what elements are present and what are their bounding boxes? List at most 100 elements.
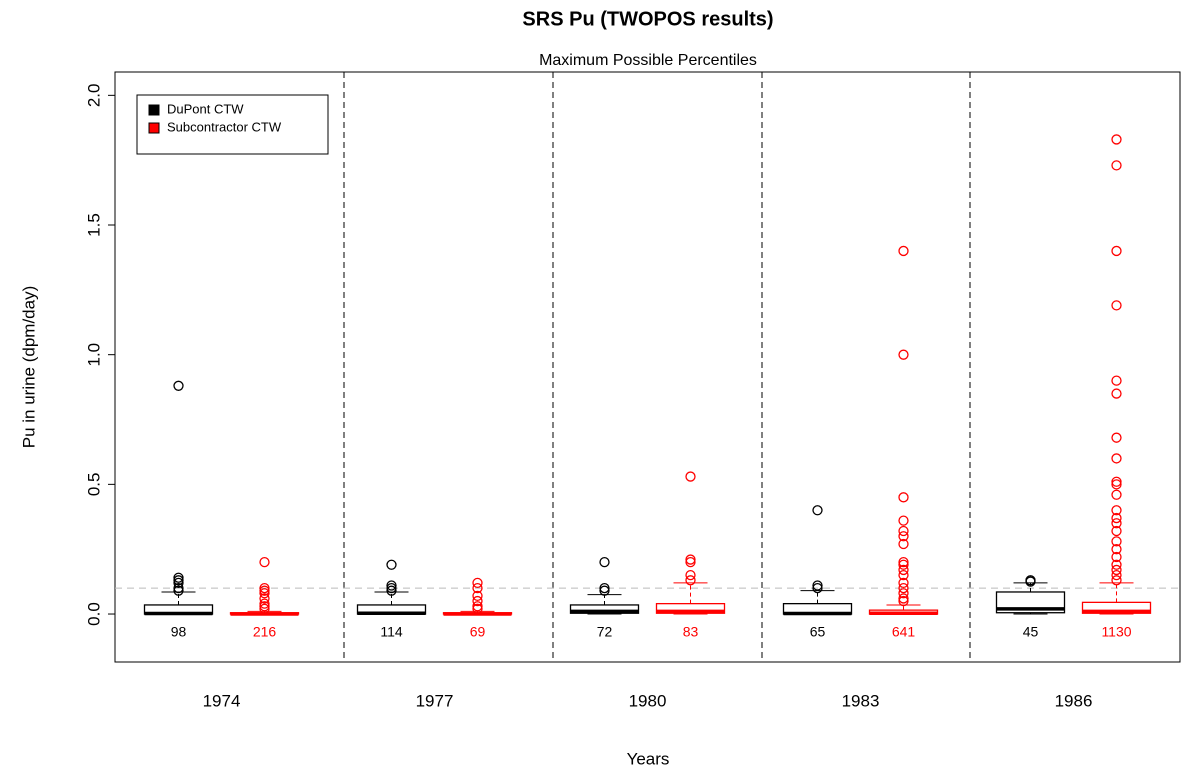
x-axis-title: Years	[627, 749, 670, 768]
chart-subtitle: Maximum Possible Percentiles	[539, 52, 757, 69]
outlier	[386, 559, 397, 570]
outlier	[173, 585, 184, 596]
outlier	[1111, 134, 1122, 145]
outlier	[472, 577, 483, 589]
outlier	[173, 582, 184, 594]
y-tick-label: 1.5	[84, 213, 103, 237]
outlier	[386, 585, 397, 596]
outlier	[812, 582, 823, 594]
outlier	[898, 349, 909, 360]
outlier	[1111, 432, 1122, 443]
count-label: 45	[1023, 624, 1039, 640]
group-dividers	[343, 72, 971, 662]
outlier	[1111, 575, 1122, 586]
outlier	[898, 515, 909, 526]
outlier	[685, 575, 696, 586]
count-label: 72	[597, 624, 613, 640]
x-tick-label: 1983	[842, 691, 880, 710]
outlier	[1111, 245, 1122, 257]
outlier	[1111, 559, 1122, 570]
outlier	[259, 557, 270, 568]
outlier	[173, 577, 184, 589]
y-tick-label: 0.5	[84, 473, 103, 497]
count-label: 216	[253, 624, 277, 640]
outlier	[1111, 551, 1122, 563]
outlier	[259, 585, 270, 596]
outlier	[472, 601, 483, 612]
legend-box	[136, 94, 329, 155]
outlier	[259, 603, 270, 614]
outlier	[1111, 388, 1122, 399]
outlier	[898, 577, 909, 589]
outlier	[1111, 569, 1122, 581]
outlier	[1111, 489, 1122, 500]
box	[995, 591, 1066, 614]
outlier	[898, 559, 909, 570]
outlier	[1111, 564, 1122, 576]
outlier	[1111, 544, 1122, 555]
y-tick-label: 2.0	[84, 84, 103, 108]
outlier	[898, 245, 909, 257]
outlier	[259, 588, 270, 599]
count-label: 98	[171, 624, 187, 640]
count-label: 114	[380, 624, 403, 640]
box	[1081, 601, 1152, 614]
box	[569, 604, 640, 614]
outlier	[1111, 536, 1122, 547]
outlier	[1111, 512, 1122, 524]
outlier	[1111, 479, 1122, 490]
outlier	[898, 595, 909, 607]
plot-frame	[114, 71, 1181, 663]
legend-label: DuPont CTW	[167, 101, 244, 116]
outlier	[173, 572, 184, 583]
outlier	[599, 585, 610, 596]
outlier	[1111, 505, 1122, 516]
outlier	[898, 525, 909, 537]
outlier	[685, 471, 696, 482]
x-tick-label: 1986	[1055, 691, 1093, 710]
y-tick-label: 1.0	[84, 343, 103, 367]
legend-swatch	[148, 122, 160, 134]
outlier	[173, 380, 184, 391]
y-tick-label: 0.0	[84, 602, 103, 626]
legend-label: Subcontractor CTW	[167, 119, 282, 134]
outlier	[1111, 375, 1122, 386]
outlier	[1111, 525, 1122, 537]
count-label: 83	[683, 624, 699, 640]
outlier	[898, 593, 909, 604]
x-tick-label: 1980	[629, 691, 667, 710]
outlier	[898, 557, 909, 568]
outlier	[259, 598, 270, 609]
outlier	[259, 582, 270, 594]
x-tick-label: 1977	[416, 691, 454, 710]
outlier	[259, 601, 270, 612]
outlier	[898, 582, 909, 594]
outlier	[685, 557, 696, 568]
outlier	[898, 569, 909, 581]
outlier	[685, 554, 696, 565]
outlier	[898, 588, 909, 599]
outlier	[472, 603, 483, 614]
outlier	[1111, 300, 1122, 311]
outlier	[1111, 160, 1122, 171]
outlier	[472, 590, 483, 602]
outlier	[898, 564, 909, 576]
outlier	[1111, 453, 1122, 464]
outlier	[1111, 476, 1122, 487]
outlier	[599, 582, 610, 594]
outlier	[259, 593, 270, 604]
x-tick-label: 1974	[203, 691, 241, 710]
outlier	[685, 569, 696, 581]
outlier	[173, 575, 184, 586]
count-label: 641	[892, 624, 916, 640]
outlier	[898, 531, 909, 542]
outlier	[386, 582, 397, 594]
box	[655, 602, 726, 614]
outlier	[812, 580, 823, 591]
y-axis-title: Pu in urine (dpm/day)	[19, 286, 38, 449]
count-label: 65	[810, 624, 826, 640]
outlier	[812, 505, 823, 516]
count-label: 69	[470, 624, 486, 640]
outlier	[599, 557, 610, 568]
